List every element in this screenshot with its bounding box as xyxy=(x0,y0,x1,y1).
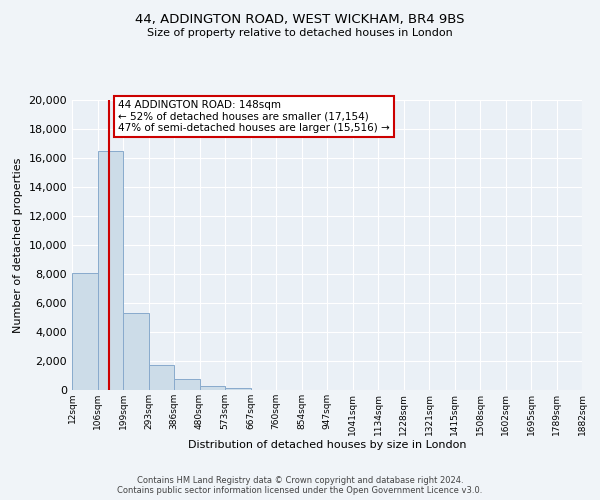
Text: 44 ADDINGTON ROAD: 148sqm
← 52% of detached houses are smaller (17,154)
47% of s: 44 ADDINGTON ROAD: 148sqm ← 52% of detac… xyxy=(118,100,389,133)
Text: 44, ADDINGTON ROAD, WEST WICKHAM, BR4 9BS: 44, ADDINGTON ROAD, WEST WICKHAM, BR4 9B… xyxy=(135,12,465,26)
Bar xyxy=(72,272,97,390)
Y-axis label: Number of detached properties: Number of detached properties xyxy=(13,158,23,332)
Bar xyxy=(174,378,199,390)
X-axis label: Distribution of detached houses by size in London: Distribution of detached houses by size … xyxy=(188,440,466,450)
Text: Size of property relative to detached houses in London: Size of property relative to detached ho… xyxy=(147,28,453,38)
Bar xyxy=(225,388,251,390)
Bar xyxy=(149,364,174,390)
Bar xyxy=(199,386,225,390)
Bar xyxy=(123,313,149,390)
Bar xyxy=(97,151,123,390)
Text: Contains HM Land Registry data © Crown copyright and database right 2024.
Contai: Contains HM Land Registry data © Crown c… xyxy=(118,476,482,495)
